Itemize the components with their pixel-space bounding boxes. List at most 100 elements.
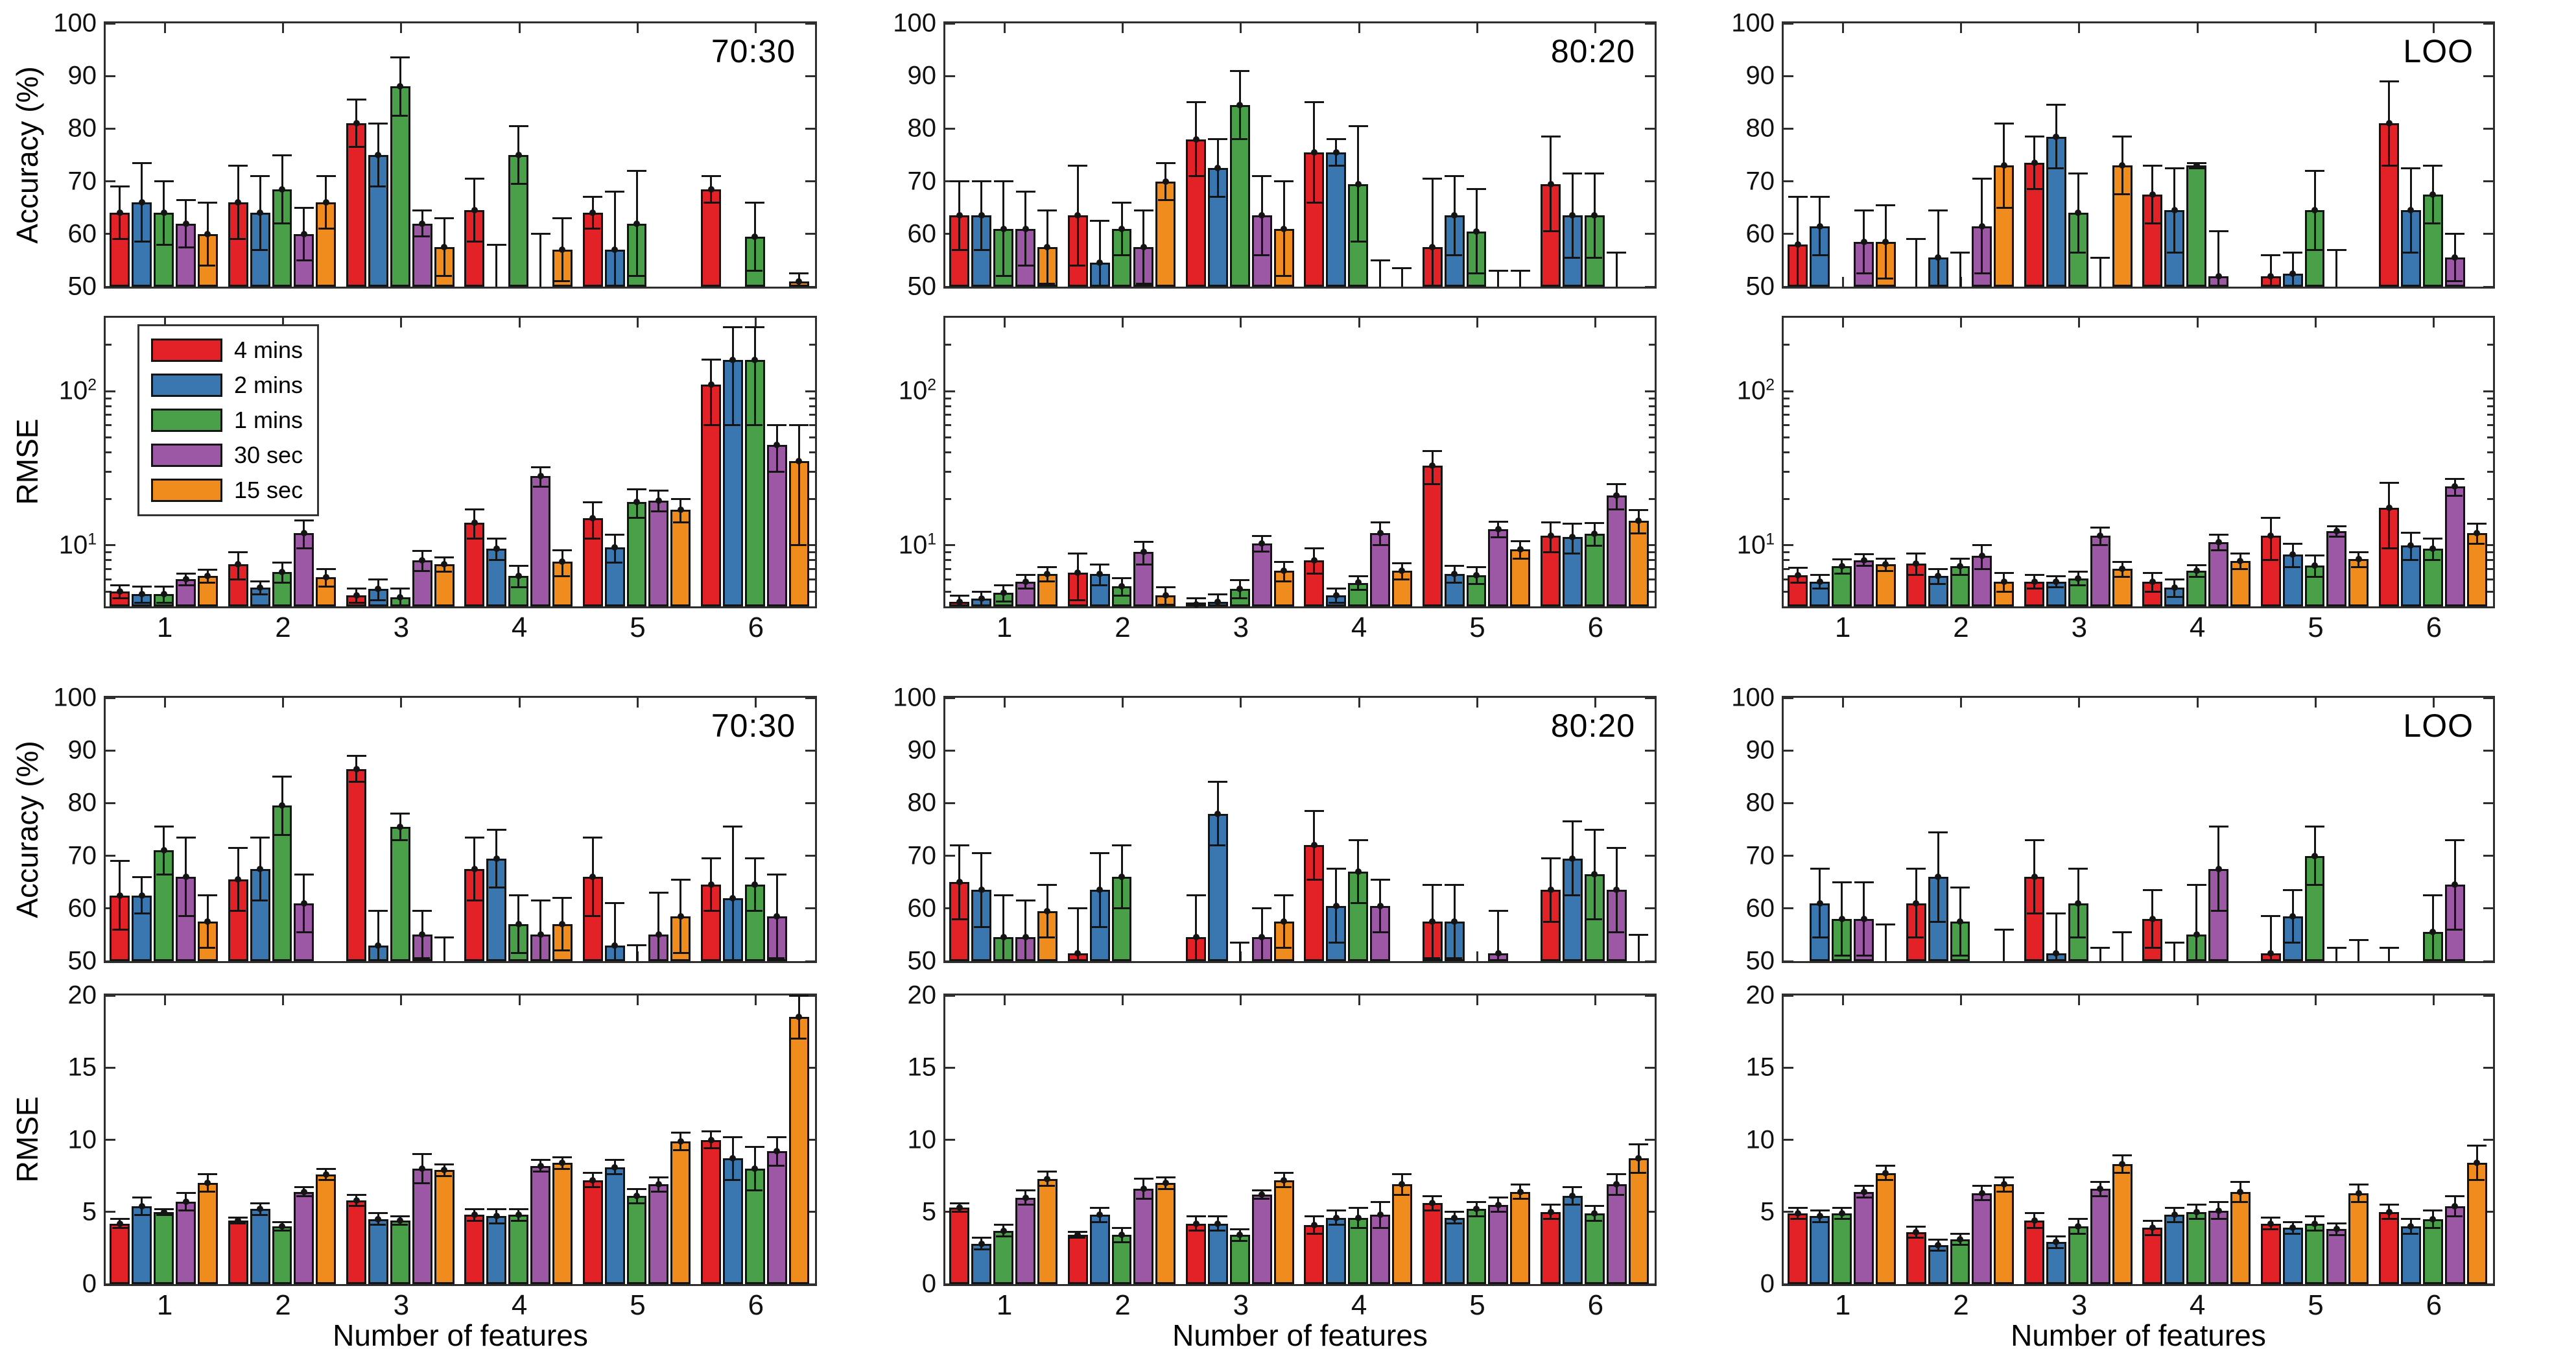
y-minor-tick [106,567,112,570]
error-marker [375,152,382,158]
x-tick [1841,23,1844,33]
error-marker [515,152,522,158]
error-cap-top [1445,883,1465,886]
error-bar [1238,942,1241,961]
error-cap-top [1274,560,1294,563]
y-tick [945,749,955,752]
y-tick-label: 60 [907,219,937,248]
error-marker [1569,855,1576,862]
error-cap-bottom [318,1179,334,1182]
error-bar [731,826,734,961]
y-tick [805,285,815,288]
error-cap-top [1994,1176,2014,1178]
error-cap-bottom [1490,1211,1506,1213]
error-cap-top [110,860,130,863]
y-tick-label: 10 [907,1125,937,1154]
error-cap-bottom [318,585,334,588]
error-marker [1935,1241,1942,1248]
error-cap-bottom [1834,573,1850,575]
legend-label: 30 sec [234,442,303,468]
error-cap-bottom [2114,1172,2131,1174]
y-minor-tick [1784,436,1790,439]
error-cap-top [1629,933,1649,936]
error-cap-bottom [650,510,667,513]
error-cap-bottom [1039,283,1056,285]
error-cap-top [2186,564,2206,567]
error-bar [775,425,778,472]
y-axis-label-rmse-bottom: RMSE [10,1096,44,1183]
y-minor-tick [1784,414,1790,416]
error-bar [2269,916,2272,961]
error-cap-bottom [1996,1191,2012,1193]
y-tick [106,1283,115,1285]
error-marker [2193,162,2200,169]
error-cap-top [1348,1206,1368,1209]
error-cap-bottom [2210,1218,2227,1221]
x-tick-label: 6 [1587,1289,1604,1321]
x-tick [637,318,639,328]
error-cap-top [1208,781,1228,783]
error-cap-top [2208,1200,2228,1203]
error-cap-top [789,272,809,275]
error-cap-bottom [1952,955,1968,957]
error-cap-top [1186,1215,1206,1217]
y-minor-tick [809,567,815,570]
error-cap-bottom [1394,578,1410,580]
panel-accuracy-top-8020: 80:20 50 60 70 80 90 100 [893,9,1657,301]
error-marker [1913,899,1920,907]
error-cap-bottom [1232,138,1248,141]
y-tick [945,1066,955,1069]
error-marker [1140,549,1147,556]
y-tick [1784,749,1793,752]
bar-2mins-group4 [1326,152,1347,287]
bar-30sec-group6 [2444,1206,2465,1284]
error-cap-top [508,1208,528,1210]
error-cap-top [789,424,809,427]
error-marker [204,1180,211,1187]
y-tick [945,544,955,547]
error-marker [138,892,145,899]
error-marker [751,356,759,363]
bar-15sec-group1 [1037,1178,1058,1284]
error-cap-top [583,196,603,198]
legend-label: 15 sec [234,477,303,503]
error-cap-top [368,910,388,912]
error-marker [471,1211,478,1219]
x-axis-label-col2: Number of features [1172,1318,1428,1352]
error-cap-top [508,125,528,127]
error-cap-top [1488,270,1508,272]
error-marker [589,874,597,881]
bar-4mins-group4 [1304,1224,1325,1284]
y-tick [2483,697,2493,699]
bar-15sec-group6 [1628,520,1649,606]
error-cap-top [1037,566,1058,568]
y-minor-tick [1649,551,1655,553]
y-tick [805,233,815,235]
error-cap-bottom [2092,544,2109,547]
y-tick [945,994,955,997]
y-tick [2483,390,2493,392]
error-bar [2388,947,2390,961]
error-marker [1310,556,1318,564]
y-tick [1645,544,1655,547]
y-minor-tick [809,559,815,562]
x-tick-label: 3 [2071,1289,2088,1321]
y-tick [106,390,115,392]
y-tick [2483,22,2493,25]
error-marker [2000,1181,2007,1188]
error-marker [2171,1211,2178,1219]
error-cap-top [2326,1222,2346,1225]
error-cap-bottom [200,947,216,949]
error-cap-bottom [951,248,967,251]
error-cap-bottom [747,270,763,272]
error-cap-bottom [1157,1187,1174,1190]
error-cap-top [1585,172,1605,174]
x-tick [1476,23,1478,33]
y-tick [2483,1283,2493,1285]
error-bar [731,327,734,425]
error-marker [611,246,619,254]
error-cap-top [2348,551,2369,553]
error-cap-top [1488,520,1508,523]
error-cap-top [2379,947,2399,949]
error-marker [2193,567,2200,575]
